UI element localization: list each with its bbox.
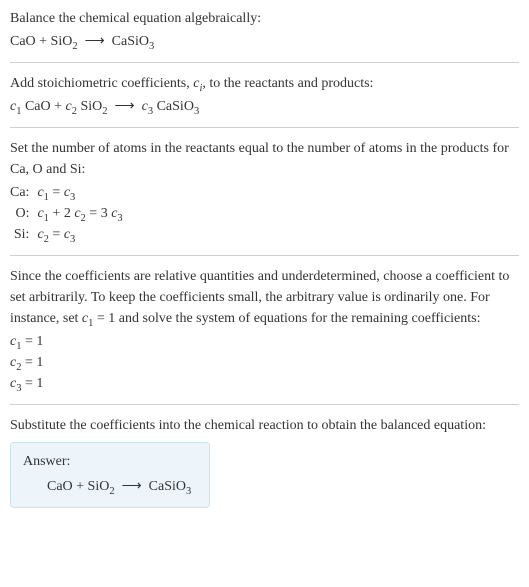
section-balance-intro: Balance the chemical equation algebraica… bbox=[10, 8, 519, 52]
section-stoichiometric: Add stoichiometric coefficients, ci, to … bbox=[10, 73, 519, 117]
unbalanced-equation: CaO + SiO2 ⟶ CaSiO3 bbox=[10, 31, 519, 52]
section-answer: Substitute the coefficients into the che… bbox=[10, 415, 519, 508]
table-row: Ca:c1 = c3 bbox=[10, 182, 129, 203]
atoms-table: Ca:c1 = c3O:c1 + 2 c2 = 3 c3Si:c2 = c3 bbox=[10, 182, 129, 245]
coefficient-value: c3 = 1 bbox=[10, 373, 519, 394]
answer-box: Answer: CaO + SiO2 ⟶ CaSiO3 bbox=[10, 442, 210, 508]
element-label: O: bbox=[10, 203, 37, 224]
coefficient-list: c1 = 1c2 = 1c3 = 1 bbox=[10, 331, 519, 394]
intro-text: Set the number of atoms in the reactants… bbox=[10, 138, 519, 180]
intro-text: Substitute the coefficients into the che… bbox=[10, 415, 519, 436]
element-equation: c2 = c3 bbox=[37, 224, 128, 245]
intro-text: Balance the chemical equation algebraica… bbox=[10, 8, 519, 29]
table-row: Si:c2 = c3 bbox=[10, 224, 129, 245]
coefficient-value: c1 = 1 bbox=[10, 331, 519, 352]
divider bbox=[10, 127, 519, 128]
element-label: Ca: bbox=[10, 182, 37, 203]
element-label: Si: bbox=[10, 224, 37, 245]
answer-label: Answer: bbox=[23, 451, 197, 472]
intro-text: Add stoichiometric coefficients, ci, to … bbox=[10, 73, 519, 94]
divider bbox=[10, 62, 519, 63]
intro-text: Since the coefficients are relative quan… bbox=[10, 266, 519, 329]
section-solve: Since the coefficients are relative quan… bbox=[10, 266, 519, 394]
divider bbox=[10, 404, 519, 405]
coefficient-value: c2 = 1 bbox=[10, 352, 519, 373]
section-atom-balance: Set the number of atoms in the reactants… bbox=[10, 138, 519, 245]
atoms-table-body: Ca:c1 = c3O:c1 + 2 c2 = 3 c3Si:c2 = c3 bbox=[10, 182, 129, 245]
balanced-equation: CaO + SiO2 ⟶ CaSiO3 bbox=[23, 476, 197, 497]
element-equation: c1 = c3 bbox=[37, 182, 128, 203]
element-equation: c1 + 2 c2 = 3 c3 bbox=[37, 203, 128, 224]
divider bbox=[10, 255, 519, 256]
coeff-equation: c1 CaO + c2 SiO2 ⟶ c3 CaSiO3 bbox=[10, 96, 519, 117]
table-row: O:c1 + 2 c2 = 3 c3 bbox=[10, 203, 129, 224]
